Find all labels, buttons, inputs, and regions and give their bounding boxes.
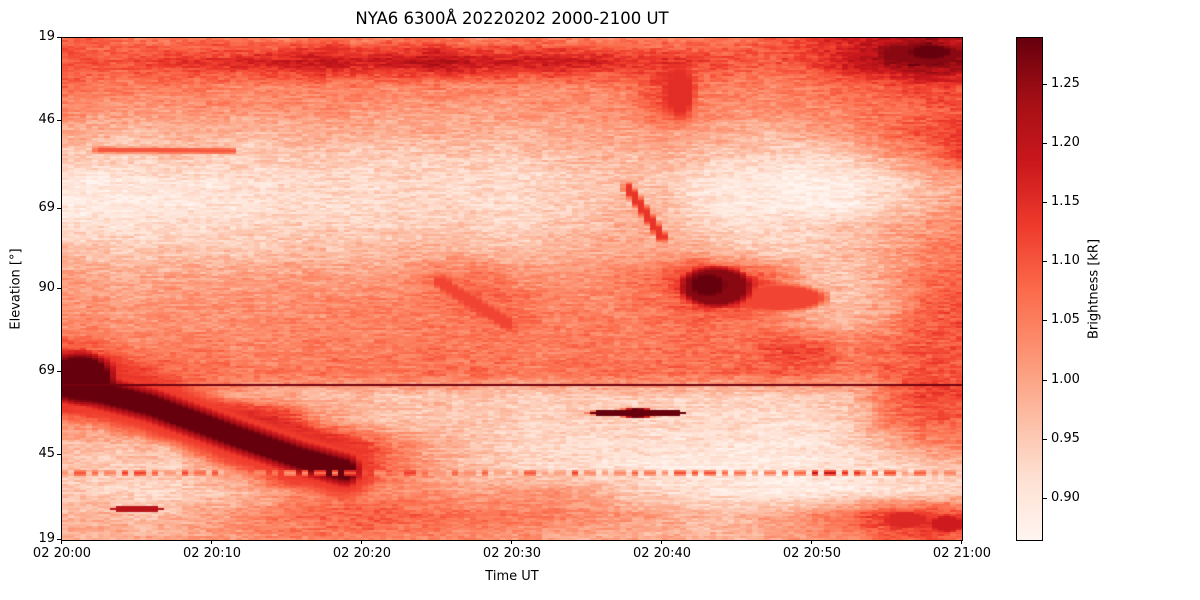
y-tick-label: 69 xyxy=(38,363,55,378)
colorbar-tick-mark xyxy=(1043,84,1047,85)
colorbar-gradient-canvas xyxy=(1017,38,1042,540)
y-tick-label: 45 xyxy=(38,446,55,461)
keogram-heatmap-canvas xyxy=(62,38,962,540)
colorbar-label: Brightness [kR] xyxy=(1086,238,1102,340)
x-axis-label: Time UT xyxy=(485,569,539,584)
x-tick-label: 02 20:10 xyxy=(182,546,242,561)
colorbar-tick-mark xyxy=(1043,439,1047,440)
colorbar-tick-mark xyxy=(1043,320,1047,321)
colorbar-tick-label: 0.95 xyxy=(1051,431,1080,446)
x-tick-mark xyxy=(661,540,662,544)
y-tick-mark xyxy=(57,120,61,121)
colorbar-tick-label: 1.15 xyxy=(1051,194,1080,209)
y-tick-label: 19 xyxy=(38,531,55,546)
colorbar-tick-label: 1.00 xyxy=(1051,372,1080,387)
x-tick-mark xyxy=(211,540,212,544)
colorbar-tick-mark xyxy=(1043,143,1047,144)
x-tick-mark xyxy=(61,540,62,544)
y-tick-label: 69 xyxy=(38,200,55,215)
x-tick-mark xyxy=(811,540,812,544)
y-tick-mark xyxy=(57,288,61,289)
x-tick-label: 02 20:40 xyxy=(632,546,692,561)
x-tick-label: 02 20:30 xyxy=(482,546,542,561)
plot-area xyxy=(61,37,963,541)
y-tick-mark xyxy=(57,37,61,38)
x-tick-mark xyxy=(511,540,512,544)
x-tick-label: 02 20:00 xyxy=(32,546,92,561)
x-tick-label: 02 21:00 xyxy=(932,546,992,561)
y-tick-label: 46 xyxy=(38,112,55,127)
y-tick-label: 90 xyxy=(38,280,55,295)
colorbar-tick-label: 0.90 xyxy=(1051,490,1080,505)
y-tick-mark xyxy=(57,371,61,372)
colorbar-tick-mark xyxy=(1043,261,1047,262)
colorbar xyxy=(1016,37,1043,541)
x-tick-mark xyxy=(361,540,362,544)
colorbar-tick-label: 1.10 xyxy=(1051,253,1080,268)
y-tick-label: 19 xyxy=(38,29,55,44)
x-tick-label: 02 20:20 xyxy=(332,546,392,561)
x-tick-mark xyxy=(961,540,962,544)
colorbar-tick-mark xyxy=(1043,498,1047,499)
x-tick-label: 02 20:50 xyxy=(782,546,842,561)
colorbar-tick-label: 1.05 xyxy=(1051,312,1080,327)
y-tick-mark xyxy=(57,454,61,455)
colorbar-tick-mark xyxy=(1043,202,1047,203)
colorbar-tick-mark xyxy=(1043,380,1047,381)
colorbar-tick-label: 1.20 xyxy=(1051,135,1080,150)
plot-title: NYA6 6300Å 20220202 2000-2100 UT xyxy=(355,9,669,28)
colorbar-tick-label: 1.25 xyxy=(1051,76,1080,91)
y-tick-mark xyxy=(57,539,61,540)
y-tick-mark xyxy=(57,208,61,209)
